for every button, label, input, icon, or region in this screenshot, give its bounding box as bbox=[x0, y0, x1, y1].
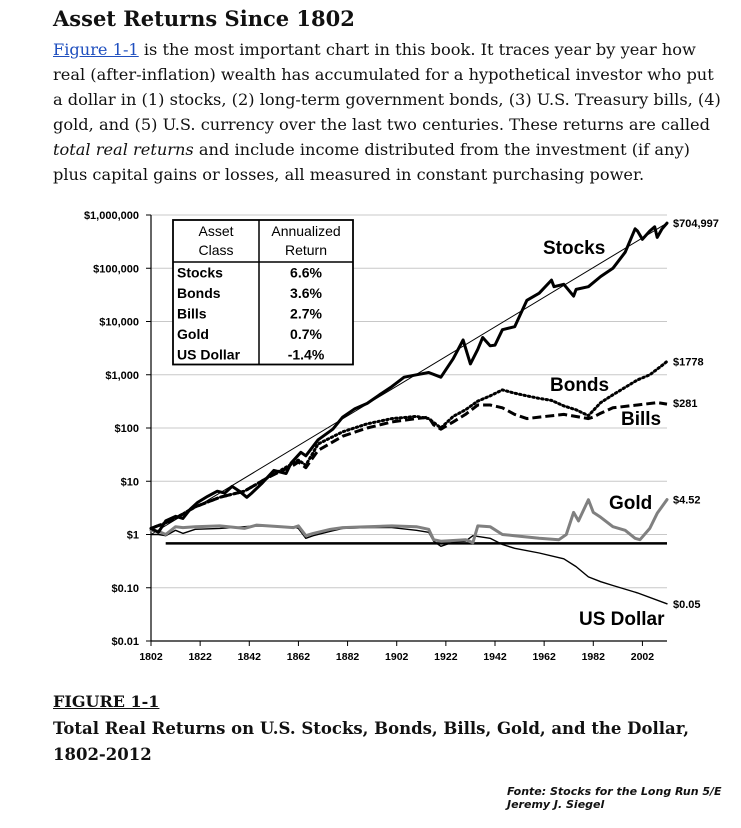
table-cell-return: 3.6% bbox=[290, 285, 322, 301]
table-cell-asset: Bonds bbox=[177, 285, 221, 301]
source-credit: Fonte: Stocks for the Long Run 5/E Jerem… bbox=[507, 785, 722, 811]
series-line-gold bbox=[149, 498, 669, 545]
x-tick-label: 1902 bbox=[385, 651, 409, 663]
x-tick-label: 1842 bbox=[238, 651, 262, 663]
x-tick-label: 1922 bbox=[434, 651, 458, 663]
axes: $0.01 $0.10 $1 $10 $100 $1,000 $10,000 $100,000… bbox=[84, 210, 667, 663]
table-cell-asset: Gold bbox=[177, 326, 209, 342]
series-name-gold: Gold bbox=[609, 493, 652, 514]
table-cell-return: -1.4% bbox=[288, 347, 325, 363]
x-tick-label: 2002 bbox=[631, 651, 655, 663]
table-cell-return: 0.7% bbox=[290, 326, 322, 342]
y-tick-label: $1,000,000 bbox=[84, 210, 139, 222]
series-line-bonds bbox=[149, 359, 669, 530]
table-header-asset-class: Class bbox=[198, 242, 233, 258]
end-label-us-dollar: $0.05 bbox=[673, 599, 701, 611]
table-cell-asset: Bills bbox=[177, 306, 207, 322]
end-label-bonds: $1778 bbox=[673, 356, 704, 368]
table-cell-asset: US Dollar bbox=[177, 347, 241, 363]
y-tick-label: $0.10 bbox=[111, 583, 139, 595]
series-name-us-dollar: US Dollar bbox=[579, 609, 665, 630]
table-header-annualized-return: Return bbox=[285, 242, 327, 258]
series-name-bills: Bills bbox=[621, 409, 661, 430]
series-line-stocks bbox=[149, 221, 669, 534]
figure-caption: Total Real Returns on U.S. Stocks, Bonds… bbox=[53, 719, 689, 764]
page-title: Asset Returns Since 1802 bbox=[53, 6, 355, 31]
y-tick-label: $10,000 bbox=[99, 317, 139, 329]
series-name-stocks: Stocks bbox=[543, 238, 605, 259]
y-tick-label: $1,000 bbox=[105, 370, 139, 382]
x-tick-label: 1822 bbox=[188, 651, 212, 663]
x-tick-label: 1882 bbox=[336, 651, 360, 663]
series-lines bbox=[149, 221, 669, 605]
intro-text-1: is the most important chart in this book… bbox=[53, 40, 721, 134]
end-label-stocks: $704,997 bbox=[673, 218, 719, 230]
intro-emphasis: total real returns bbox=[53, 140, 194, 159]
table-cell-return: 6.6% bbox=[290, 265, 322, 281]
table-cell-asset: Stocks bbox=[177, 265, 223, 281]
x-tick-label: 1962 bbox=[532, 651, 556, 663]
returns-chart: $0.01 $0.10 $1 $10 $100 $1,000 $10,000 $100,000… bbox=[84, 210, 719, 663]
series-line-stocks-trend bbox=[150, 222, 668, 535]
table-cell-return: 2.7% bbox=[290, 306, 322, 322]
figure-link[interactable]: Figure 1-1 bbox=[53, 40, 139, 59]
y-tick-label: $10 bbox=[121, 476, 139, 488]
y-tick-label: $100 bbox=[115, 423, 139, 435]
intro-text-2: and include income distributed from the … bbox=[53, 140, 690, 184]
source-line-2: Jeremy J. Siegel bbox=[507, 798, 605, 811]
intro-paragraph: Figure 1-1 is the most important chart i… bbox=[53, 37, 728, 187]
x-tick-label: 1982 bbox=[582, 651, 606, 663]
table-frame bbox=[172, 219, 354, 366]
x-tick-label: 1802 bbox=[139, 651, 163, 663]
series-line-us-dollar bbox=[150, 525, 668, 605]
x-tick-label: 1862 bbox=[287, 651, 311, 663]
table-header-annualized-return: Annualized bbox=[271, 223, 340, 239]
x-tick-label: 1942 bbox=[483, 651, 507, 663]
y-tick-label: $100,000 bbox=[93, 263, 139, 275]
end-label-bills: $281 bbox=[673, 398, 697, 410]
figure-label: FIGURE 1-1 bbox=[53, 692, 160, 711]
series-name-bonds: Bonds bbox=[550, 375, 609, 396]
y-tick-label: $1 bbox=[127, 530, 139, 542]
table-header-asset-class: Asset bbox=[198, 223, 233, 239]
series-line-bills bbox=[150, 401, 668, 530]
source-line-1: Fonte: Stocks for the Long Run 5/E bbox=[507, 785, 722, 798]
y-tick-label: $0.01 bbox=[111, 636, 139, 648]
returns-table: Asset Class Annualized Return Stocks 6.6% Bond… bbox=[172, 219, 354, 366]
end-label-gold: $4.52 bbox=[673, 495, 701, 507]
series-labels: $704,997 $1778 $281 $4.52 $0.05 Stocks Bonds Bi… bbox=[543, 218, 719, 630]
